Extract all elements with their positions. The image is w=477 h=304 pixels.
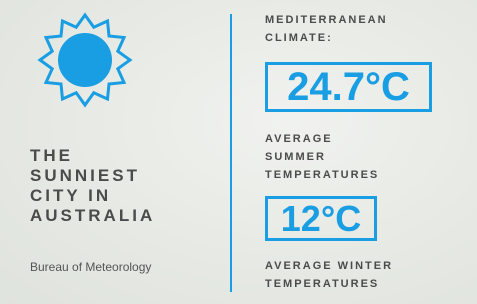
headline-line: SUNNIEST [30,166,155,186]
sun [58,33,112,87]
winter-label: AVERAGE WINTER TEMPERATURES [265,257,393,293]
climate-line: CLIMATE: [265,29,388,47]
summer-value: 24.7°C [265,62,432,112]
infographic: THE SUNNIEST CITY IN AUSTRALIA Bureau of… [0,0,477,304]
climate-line: MEDITERRANEAN [265,11,388,29]
headline-line: THE [30,146,155,166]
summer-label: AVERAGE SUMMER TEMPERATURES [265,130,379,184]
winter-value: 12°C [265,196,377,241]
headline-line: AUSTRALIA [30,206,155,226]
source: Bureau of Meteorology [30,260,151,274]
summer-label-line: SUMMER [265,148,379,166]
winter-label-line: TEMPERATURES [265,275,393,293]
climate: MEDITERRANEAN CLIMATE: [265,11,388,47]
headline: THE SUNNIEST CITY IN AUSTRALIA [30,146,155,226]
summer-label-line: TEMPERATURES [265,166,379,184]
headline-line: CITY IN [30,186,155,206]
summer-label-line: AVERAGE [265,130,379,148]
winter-label-line: AVERAGE WINTER [265,257,393,275]
